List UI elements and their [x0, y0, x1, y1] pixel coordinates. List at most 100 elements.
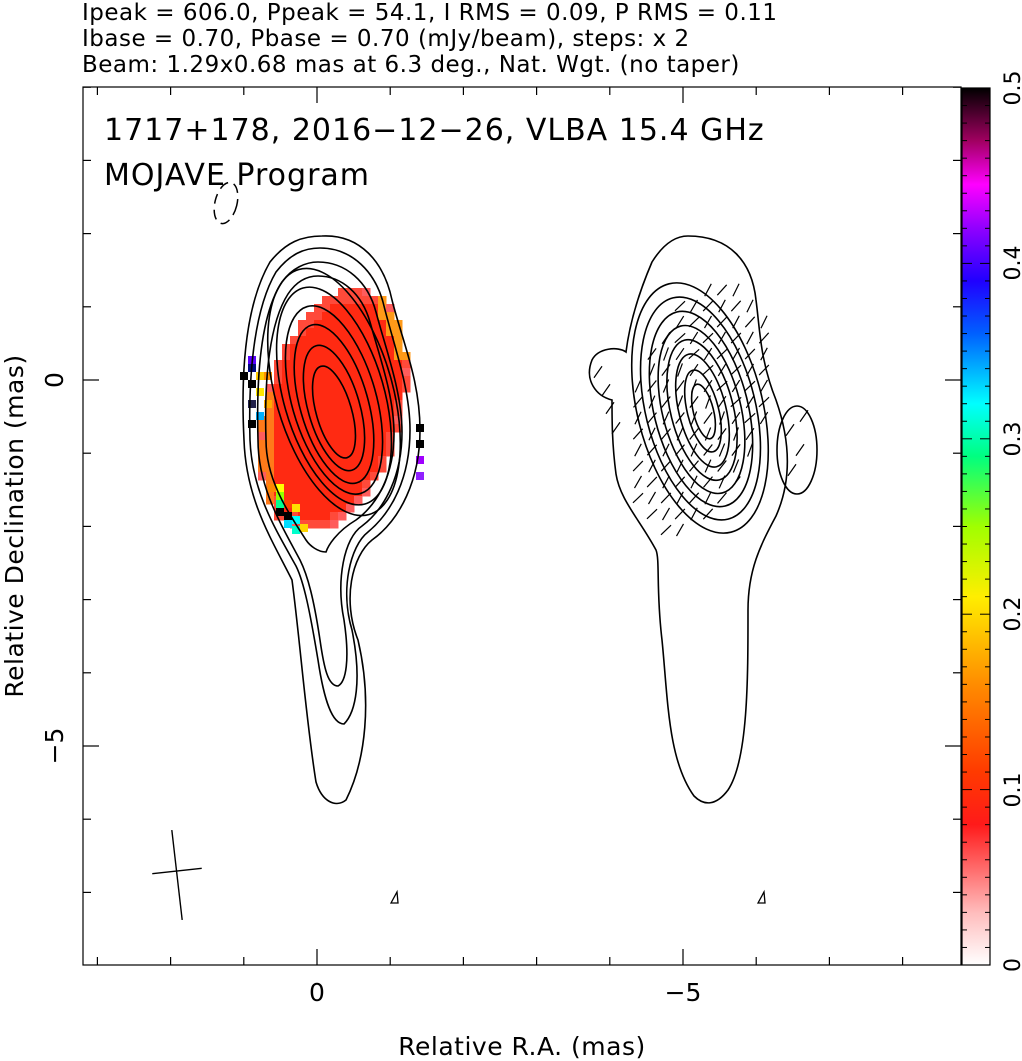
evpa-tick: [689, 331, 699, 345]
polarization-pixel: [290, 416, 299, 425]
polarization-pixel: [266, 432, 275, 441]
polarization-pixel: [338, 304, 347, 313]
polarization-pixel: [354, 456, 363, 465]
polarization-pixel: [306, 336, 315, 345]
evpa-tick: [744, 412, 756, 424]
evpa-tick: [646, 444, 658, 456]
polarization-pixel: [314, 408, 323, 417]
plot-title-line-1: 1717+178, 2016−12−26, VLBA 15.4 GHz: [104, 113, 765, 148]
polarization-pixel: [290, 520, 299, 529]
evpa-tick: [758, 396, 770, 408]
evpa-tick: [662, 411, 670, 425]
polarization-pixel: [386, 384, 395, 393]
polarization-pixel: [330, 456, 339, 465]
evpa-tick: [689, 363, 699, 377]
polarization-pixel: [338, 344, 347, 353]
evpa-tick: [704, 283, 712, 297]
polarized-contour-4: [657, 324, 746, 495]
polarization-pixel: [362, 488, 371, 497]
polarization-pixel: [290, 424, 299, 433]
polarization-pixel: [330, 408, 339, 417]
contour-inner-6: [311, 365, 357, 459]
polarization-pixel: [266, 424, 275, 433]
polarization-pixel: [314, 504, 323, 513]
polarized-contour-5: [666, 338, 738, 482]
x-tick-label-minus5: −5: [665, 978, 702, 1007]
polarization-pixel: [346, 368, 355, 377]
polarization-pixel: [378, 368, 387, 377]
polarization-pixel: [362, 368, 371, 377]
polarization-pixel: [338, 352, 347, 361]
evpa-tick: [675, 315, 685, 329]
x-tick-label-0: 0: [309, 978, 325, 1007]
evpa-tick: [731, 476, 741, 488]
polarization-pixel: [354, 304, 363, 313]
polarization-pixel: [330, 416, 339, 425]
polarization-pixel: [314, 336, 323, 345]
polarization-edge-pixel: [416, 456, 424, 464]
evpa-tick: [717, 492, 727, 504]
polarization-pixel: [282, 456, 291, 465]
polarization-pixel: [314, 464, 323, 473]
polarization-edge-pixel: [284, 512, 292, 520]
polarization-pixel: [330, 520, 339, 529]
evpa-tick: [675, 444, 685, 456]
polarization-pixel: [322, 456, 331, 465]
evpa-tick: [633, 475, 643, 489]
evpa-tick: [702, 508, 714, 520]
polarization-pixel: [394, 360, 403, 369]
polarization-pixel: [330, 360, 339, 369]
polarization-pixel: [346, 304, 355, 313]
polarization-pixel: [314, 432, 323, 441]
evpa-tick: [746, 299, 754, 313]
polarization-pixel: [322, 376, 331, 385]
polarization-pixel: [330, 328, 339, 337]
polarization-pixel: [306, 464, 315, 473]
polarization-pixel: [370, 448, 379, 457]
polarization-pixel: [330, 472, 339, 481]
polarization-pixel: [386, 448, 395, 457]
polarization-pixel: [362, 400, 371, 409]
polarization-pixel: [258, 456, 267, 465]
polarization-pixel: [370, 312, 379, 321]
polarization-pixel: [378, 464, 387, 473]
evpa-tick: [646, 476, 658, 488]
polarization-pixel: [378, 384, 387, 393]
evpa-tick: [702, 332, 714, 344]
polarization-pixel: [354, 488, 363, 497]
evpa-tick: [704, 459, 712, 473]
polarization-pixel: [362, 456, 371, 465]
evpa-tick: [717, 331, 727, 345]
polarization-pixel: [314, 344, 323, 353]
polarization-pixel: [354, 480, 363, 489]
evpa-tick: [745, 363, 755, 377]
polarization-pixel: [258, 432, 267, 441]
polarized-outer-contour: [588, 235, 789, 804]
evpa-tick: [688, 316, 700, 328]
evpa-tick: [605, 401, 615, 415]
polarization-edge-pixel: [292, 504, 300, 512]
polarization-pixel: [378, 400, 387, 409]
evpa-tick: [662, 443, 670, 457]
polarization-pixel: [402, 376, 411, 385]
polarization-pixel: [298, 368, 307, 377]
polarization-pixel: [362, 408, 371, 417]
polarization-pixel: [338, 488, 347, 497]
evpa-tick: [785, 423, 795, 437]
polarization-pixel: [386, 312, 395, 321]
polarization-pixel: [314, 512, 323, 521]
evpa-tick: [716, 284, 728, 296]
polarization-pixel: [362, 448, 371, 457]
evpa-tick: [744, 348, 756, 360]
evpa-tick: [730, 396, 742, 408]
polarization-pixel: [346, 456, 355, 465]
polarization-pixel: [370, 416, 379, 425]
polarization-pixel: [314, 472, 323, 481]
polarization-pixel: [346, 328, 355, 337]
polarization-edge-pixel: [264, 400, 272, 408]
polarization-pixel: [314, 328, 323, 337]
polarization-pixel: [282, 424, 291, 433]
polarization-pixel: [346, 472, 355, 481]
y-axis-label: Relative Declination (mas): [0, 354, 29, 697]
polarization-pixel: [306, 432, 315, 441]
